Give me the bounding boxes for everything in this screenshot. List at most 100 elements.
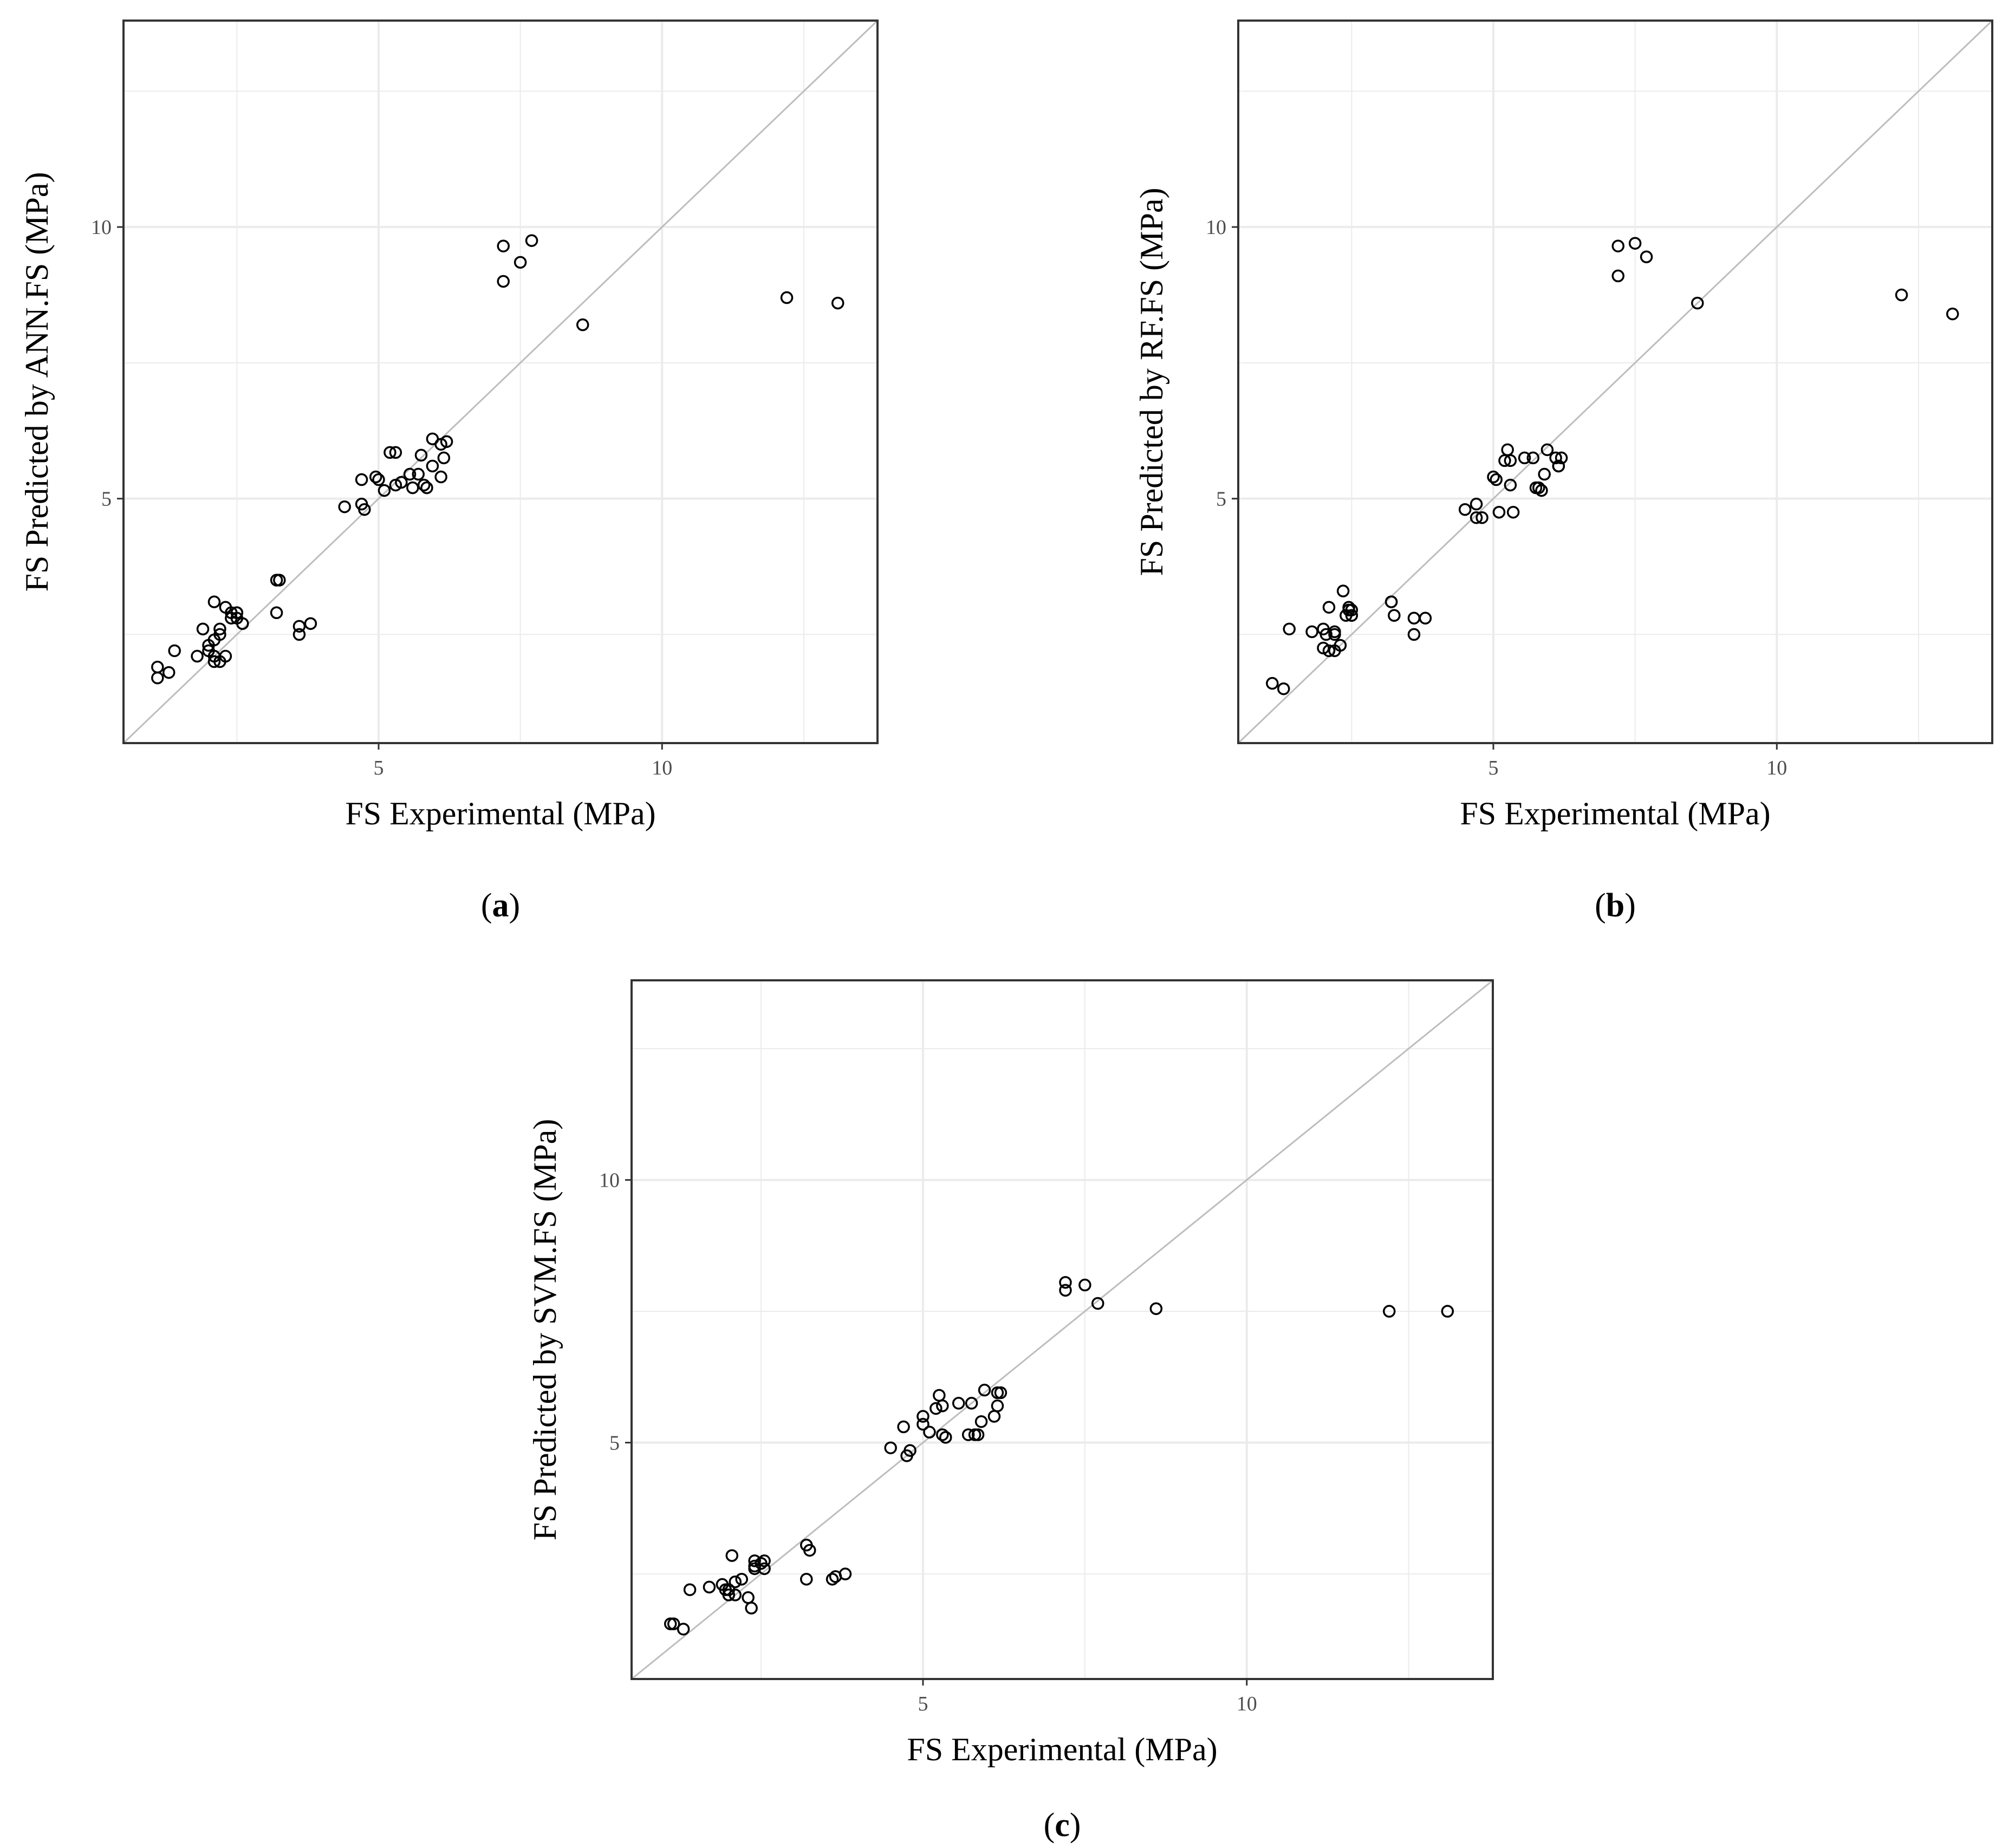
data-point	[1407, 628, 1421, 641]
data-point	[1538, 467, 1551, 481]
data-point	[270, 606, 283, 620]
y-tick-label: 5	[101, 488, 112, 511]
panel-caption: (c)	[1044, 1807, 1081, 1844]
x-tick-label: 10	[1237, 1693, 1257, 1715]
data-point	[403, 467, 417, 481]
data-point	[838, 1567, 852, 1580]
data-point	[1611, 239, 1624, 252]
data-point	[1334, 639, 1347, 652]
data-point	[1322, 644, 1336, 658]
data-point	[1549, 451, 1562, 465]
y-axis-title: FS Predicted by SVM.FS (MPa)	[527, 1119, 563, 1540]
data-point	[236, 617, 249, 630]
data-point	[745, 1602, 758, 1615]
data-point	[1091, 1297, 1104, 1310]
data-point	[355, 473, 368, 486]
panel-b: 5 10 5 10 FS Experimental (MPa) FS Predicted …	[1134, 19, 1993, 924]
data-point	[974, 1415, 988, 1428]
data-point	[273, 574, 286, 587]
data-point	[417, 478, 431, 492]
data-point	[800, 1572, 813, 1586]
data-point	[1388, 609, 1401, 622]
data-point	[971, 1428, 985, 1441]
data-point	[1078, 1278, 1091, 1292]
data-point	[426, 459, 439, 473]
data-point	[162, 666, 176, 679]
data-point	[1535, 484, 1548, 497]
data-point	[1458, 503, 1472, 516]
data-point	[207, 595, 221, 608]
data-point	[292, 628, 306, 641]
data-point	[378, 484, 391, 497]
data-point	[1342, 601, 1355, 614]
data-point	[497, 239, 510, 252]
data-point	[1540, 443, 1554, 457]
x-tick-label: 5	[373, 757, 384, 779]
data-point	[729, 1575, 742, 1589]
data-point	[677, 1623, 690, 1636]
data-point	[965, 1397, 978, 1410]
data-point	[916, 1410, 929, 1423]
data-point	[1345, 603, 1358, 617]
data-point	[440, 435, 453, 448]
data-point	[780, 291, 794, 304]
data-point	[1506, 505, 1520, 519]
x-tick-label: 5	[918, 1693, 928, 1715]
data-point	[703, 1580, 716, 1594]
data-point	[1470, 511, 1483, 524]
data-point	[923, 1426, 936, 1439]
data-point	[1266, 676, 1279, 690]
data-point	[338, 500, 351, 513]
data-point	[803, 1544, 816, 1557]
data-point	[1532, 481, 1545, 494]
data-point	[1895, 288, 1908, 302]
data-point	[1552, 459, 1565, 473]
data-point	[576, 318, 589, 331]
data-point	[991, 1399, 1004, 1413]
data-point	[1628, 237, 1642, 250]
data-point	[758, 1554, 771, 1567]
data-point	[434, 470, 447, 484]
data-point	[420, 481, 433, 494]
data-point	[1328, 625, 1341, 639]
data-point	[414, 448, 428, 462]
data-point	[735, 1572, 748, 1586]
data-point	[1492, 505, 1506, 519]
data-point	[1305, 625, 1318, 639]
data-point	[213, 622, 226, 636]
data-point	[389, 446, 402, 459]
panel-caption: (a)	[481, 887, 520, 924]
data-point	[936, 1399, 949, 1413]
data-point	[1345, 609, 1358, 622]
y-tick-label: 10	[91, 216, 112, 239]
data-point	[1277, 682, 1290, 695]
identity-line	[631, 979, 1493, 1680]
data-point	[372, 473, 385, 486]
x-tick-label: 10	[1766, 757, 1787, 779]
data-point	[369, 470, 382, 484]
data-point	[437, 451, 451, 465]
data-point	[994, 1386, 1007, 1400]
data-point	[1470, 497, 1483, 511]
data-point	[978, 1383, 991, 1397]
plot-border	[122, 19, 879, 744]
data-point	[725, 1549, 739, 1562]
data-point	[961, 1428, 975, 1441]
data-point	[304, 617, 317, 630]
data-point	[1419, 611, 1432, 625]
data-point	[722, 1589, 736, 1602]
y-tick-label: 10	[1206, 216, 1226, 239]
data-point	[1946, 307, 1959, 321]
data-point	[1320, 628, 1332, 641]
x-axis-title: FS Experimental (MPa)	[1460, 796, 1770, 831]
data-point	[168, 644, 181, 658]
data-point	[1611, 269, 1624, 283]
data-point	[213, 628, 226, 641]
data-point	[884, 1441, 897, 1454]
data-point	[1059, 1284, 1072, 1297]
data-point	[497, 275, 510, 288]
data-point	[525, 234, 538, 247]
data-point	[1382, 1305, 1396, 1318]
data-point	[384, 446, 396, 459]
